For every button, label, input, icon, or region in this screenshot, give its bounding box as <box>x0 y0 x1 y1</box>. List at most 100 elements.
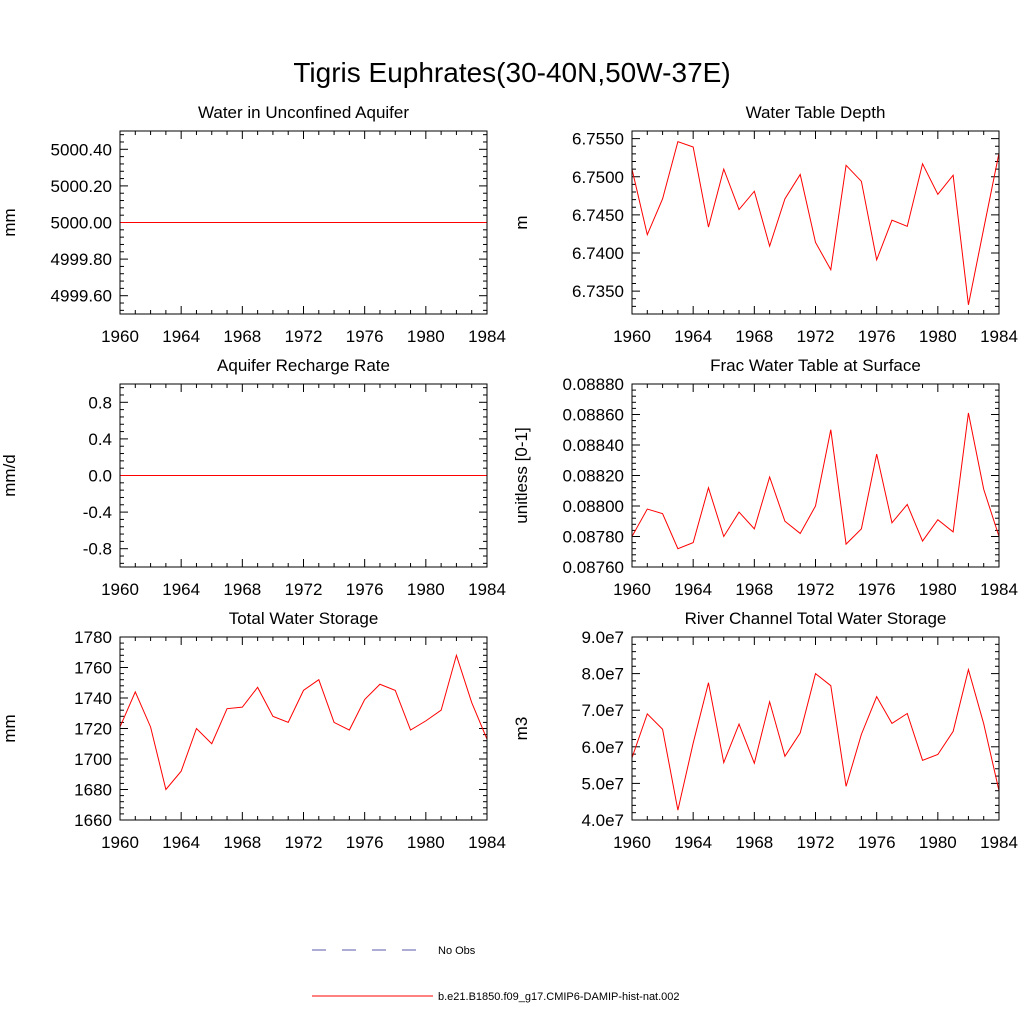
y-tick-label: 0.0 <box>88 467 112 486</box>
x-tick-label: 1980 <box>919 833 957 852</box>
series-line <box>119 653 488 791</box>
plot-frame <box>631 636 1000 821</box>
y-tick-label: 4.0e7 <box>581 811 624 830</box>
figure-title: Tigris Euphrates(30-40N,50W-37E) <box>293 57 730 88</box>
x-tick-label: 1984 <box>980 327 1018 346</box>
x-tick-label: 1972 <box>285 327 323 346</box>
x-tick-label: 1976 <box>858 327 896 346</box>
x-tick-label: 1968 <box>735 327 773 346</box>
plot-frame <box>119 636 488 821</box>
x-tick-label: 1960 <box>101 327 139 346</box>
y-axis-label: mm <box>0 208 19 236</box>
plot-frame <box>631 130 1000 315</box>
x-tick-label: 1964 <box>674 327 712 346</box>
x-tick-label: 1980 <box>407 833 445 852</box>
y-tick-label: 1680 <box>74 781 112 800</box>
x-tick-label: 1972 <box>285 580 323 599</box>
x-tick-label: 1972 <box>797 833 835 852</box>
legend: No Obs b.e21.B1850.f09_g17.CMIP6-DAMIP-h… <box>312 945 680 1003</box>
y-tick-label: 0.4 <box>88 430 112 449</box>
panel-title: Total Water Storage <box>229 609 379 628</box>
panel-title: Water in Unconfined Aquifer <box>198 103 409 122</box>
x-tick-label: 1976 <box>346 327 384 346</box>
panel-5: Total Water Storage mm 1960 1964 1968 1972 197… <box>0 609 506 852</box>
panel-title: Aquifer Recharge Rate <box>217 356 390 375</box>
x-tick-label: 1976 <box>858 833 896 852</box>
panels: Water in Unconfined Aquifer mm 1960 1964 196… <box>0 103 1018 852</box>
y-tick-label: 5000.20 <box>51 177 112 196</box>
legend-label-model: b.e21.B1850.f09_g17.CMIP6-DAMIP-hist-nat… <box>438 991 680 1003</box>
x-tick-label: 1968 <box>735 580 773 599</box>
x-tick-label: 1964 <box>162 580 200 599</box>
panel-2: Water Table Depth m 1960 1964 1968 1972 1976 19… <box>512 103 1018 346</box>
y-axis-label: mm <box>0 714 19 742</box>
x-tick-label: 1976 <box>346 580 384 599</box>
x-tick-label: 1984 <box>980 580 1018 599</box>
y-tick-label: -0.8 <box>83 540 112 559</box>
x-tick-label: 1976 <box>346 833 384 852</box>
legend-label-no-obs: No Obs <box>438 945 476 957</box>
x-tick-label: 1964 <box>162 327 200 346</box>
x-tick-label: 1964 <box>162 833 200 852</box>
x-tick-label: 1980 <box>919 327 957 346</box>
y-tick-label: 4999.60 <box>51 287 112 306</box>
x-tick-label: 1980 <box>407 327 445 346</box>
y-tick-label: 1720 <box>74 720 112 739</box>
y-tick-label: 1740 <box>74 689 112 708</box>
plot-frame <box>119 130 488 315</box>
y-axis-label: m3 <box>512 717 531 741</box>
y-tick-label: 0.08860 <box>563 406 624 425</box>
x-tick-label: 1960 <box>613 833 651 852</box>
x-tick-label: 1968 <box>735 833 773 852</box>
y-tick-label: 1760 <box>74 659 112 678</box>
y-tick-label: 4999.80 <box>51 250 112 269</box>
y-tick-label: 6.7450 <box>572 206 624 225</box>
panel-6: River Channel Total Water Storage m3 1960 1… <box>512 609 1018 852</box>
x-tick-label: 1960 <box>101 833 139 852</box>
x-tick-label: 1968 <box>223 327 261 346</box>
y-tick-label: 6.7350 <box>572 282 624 301</box>
x-tick-label: 1960 <box>613 327 651 346</box>
y-tick-label: -0.4 <box>83 503 112 522</box>
series-line <box>631 412 1000 550</box>
x-tick-label: 1972 <box>797 327 835 346</box>
y-tick-label: 0.08800 <box>563 497 624 516</box>
y-tick-label: 0.08880 <box>563 375 624 394</box>
y-tick-label: 5000.40 <box>51 140 112 159</box>
x-tick-label: 1984 <box>468 580 506 599</box>
y-tick-label: 0.08760 <box>563 558 624 577</box>
x-tick-label: 1972 <box>285 833 323 852</box>
y-tick-label: 1660 <box>74 811 112 830</box>
y-tick-label: 1700 <box>74 750 112 769</box>
y-tick-label: 6.7400 <box>572 244 624 263</box>
y-tick-label: 1780 <box>74 628 112 647</box>
x-tick-label: 1964 <box>674 580 712 599</box>
y-tick-label: 5000.00 <box>51 214 112 233</box>
x-tick-label: 1968 <box>223 833 261 852</box>
x-tick-label: 1984 <box>468 327 506 346</box>
x-tick-label: 1980 <box>919 580 957 599</box>
y-tick-label: 6.7550 <box>572 130 624 149</box>
x-tick-label: 1984 <box>468 833 506 852</box>
panel-title: Water Table Depth <box>746 103 886 122</box>
y-tick-label: 7.0e7 <box>581 701 624 720</box>
x-tick-label: 1968 <box>223 580 261 599</box>
y-tick-label: 0.08780 <box>563 528 624 547</box>
x-tick-label: 1972 <box>797 580 835 599</box>
y-tick-label: 8.0e7 <box>581 665 624 684</box>
series-line <box>631 667 1000 811</box>
x-tick-label: 1960 <box>613 580 651 599</box>
plot-frame <box>119 383 488 568</box>
plot-frame <box>631 383 1000 568</box>
x-tick-label: 1984 <box>980 833 1018 852</box>
panel-title: River Channel Total Water Storage <box>685 609 947 628</box>
x-tick-label: 1960 <box>101 580 139 599</box>
y-tick-label: 6.0e7 <box>581 738 624 757</box>
series-line <box>631 141 1000 305</box>
y-axis-label: mm/d <box>0 454 19 497</box>
panel-title: Frac Water Table at Surface <box>710 356 921 375</box>
y-tick-label: 0.08840 <box>563 436 624 455</box>
y-axis-label: unitless [0-1] <box>512 427 531 523</box>
